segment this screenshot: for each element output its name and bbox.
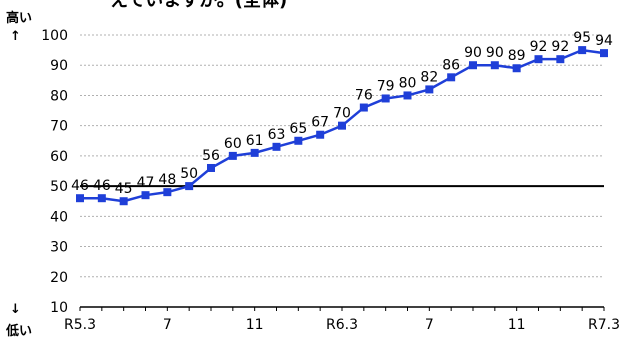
data-label-23: 95 (573, 30, 591, 46)
chart-title: えていますか。(全体) (110, 0, 287, 11)
data-label-5: 50 (180, 166, 198, 182)
data-point-10 (294, 136, 303, 145)
data-label-8: 61 (246, 133, 264, 149)
data-point-23 (578, 46, 587, 55)
data-label-2: 45 (115, 181, 133, 197)
data-label-4: 48 (158, 172, 176, 188)
data-label-11: 67 (311, 115, 329, 131)
data-point-7 (228, 151, 237, 160)
data-point-12 (338, 121, 346, 130)
data-label-22: 92 (551, 39, 569, 55)
data-point-0 (76, 194, 84, 203)
data-label-24: 94 (595, 33, 613, 49)
data-label-1: 46 (93, 178, 111, 194)
data-label-14: 79 (377, 78, 395, 94)
data-point-2 (119, 197, 128, 206)
top-label: 高い (6, 10, 32, 26)
x-tick-label-0: R5.3 (64, 317, 96, 333)
data-label-6: 56 (202, 148, 220, 164)
data-point-24 (600, 49, 608, 58)
bottom-label: 低い (5, 323, 32, 339)
data-point-9 (272, 142, 281, 151)
x-tick-label-12: R6.3 (326, 317, 358, 333)
data-point-18 (469, 61, 477, 70)
series-line (76, 46, 608, 206)
data-point-6 (207, 163, 215, 172)
x-tick-label-8: 11 (246, 317, 264, 333)
data-point-11 (316, 130, 325, 139)
data-point-15 (403, 91, 412, 100)
data-point-8 (250, 148, 259, 157)
y-axis: 10 20 30 40 50 60 70 80 90 100 (41, 28, 68, 316)
y-tick-label-60: 60 (50, 149, 68, 165)
data-point-21 (534, 55, 543, 64)
data-label-17: 86 (442, 57, 460, 73)
y-tick-label-10: 10 (50, 300, 68, 316)
data-label-7: 60 (224, 136, 242, 152)
y-tick-label-70: 70 (50, 119, 68, 135)
data-label-0: 46 (71, 178, 89, 194)
top-arrow: ↑ (10, 29, 21, 44)
x-tick-label-16: 7 (425, 317, 434, 333)
data-point-14 (381, 94, 390, 103)
x-tick-label-20: 11 (508, 317, 526, 333)
data-label-10: 65 (289, 121, 307, 137)
y-tick-label-50: 50 (50, 179, 68, 195)
y-tick-label-40: 40 (50, 209, 68, 225)
y-tick-label-100: 100 (41, 28, 68, 44)
data-point-20 (512, 64, 521, 73)
y-tick-label-80: 80 (50, 88, 68, 104)
data-point-17 (447, 73, 456, 82)
data-point-1 (97, 194, 106, 203)
x-tick-label-24: R7.3 (588, 317, 620, 333)
y-tick-label-20: 20 (50, 270, 68, 286)
data-label-16: 82 (420, 69, 438, 85)
data-label-12: 70 (333, 106, 351, 122)
data-point-3 (141, 191, 150, 200)
data-label-21: 92 (530, 39, 548, 55)
bottom-arrow: ↓ (10, 302, 21, 317)
y-tick-label-30: 30 (50, 240, 68, 256)
x-axis: R5.3 7 11 R6.3 7 11 R7.3 (64, 306, 620, 333)
data-label-15: 80 (399, 75, 417, 91)
data-label-9: 63 (268, 127, 286, 143)
data-point-5 (185, 182, 194, 191)
data-label-18: 90 (464, 45, 482, 61)
data-point-4 (163, 188, 172, 197)
data-label-3: 47 (137, 175, 155, 191)
data-label-20: 89 (508, 48, 526, 64)
data-point-16 (425, 85, 434, 94)
data-point-22 (556, 55, 565, 64)
x-tick-label-4: 7 (163, 317, 172, 333)
data-point-19 (490, 61, 499, 70)
data-label-13: 76 (355, 88, 373, 104)
data-label-19: 90 (486, 45, 504, 61)
grid-lines (80, 34, 604, 308)
y-tick-label-90: 90 (50, 58, 68, 74)
data-point-13 (359, 103, 368, 112)
